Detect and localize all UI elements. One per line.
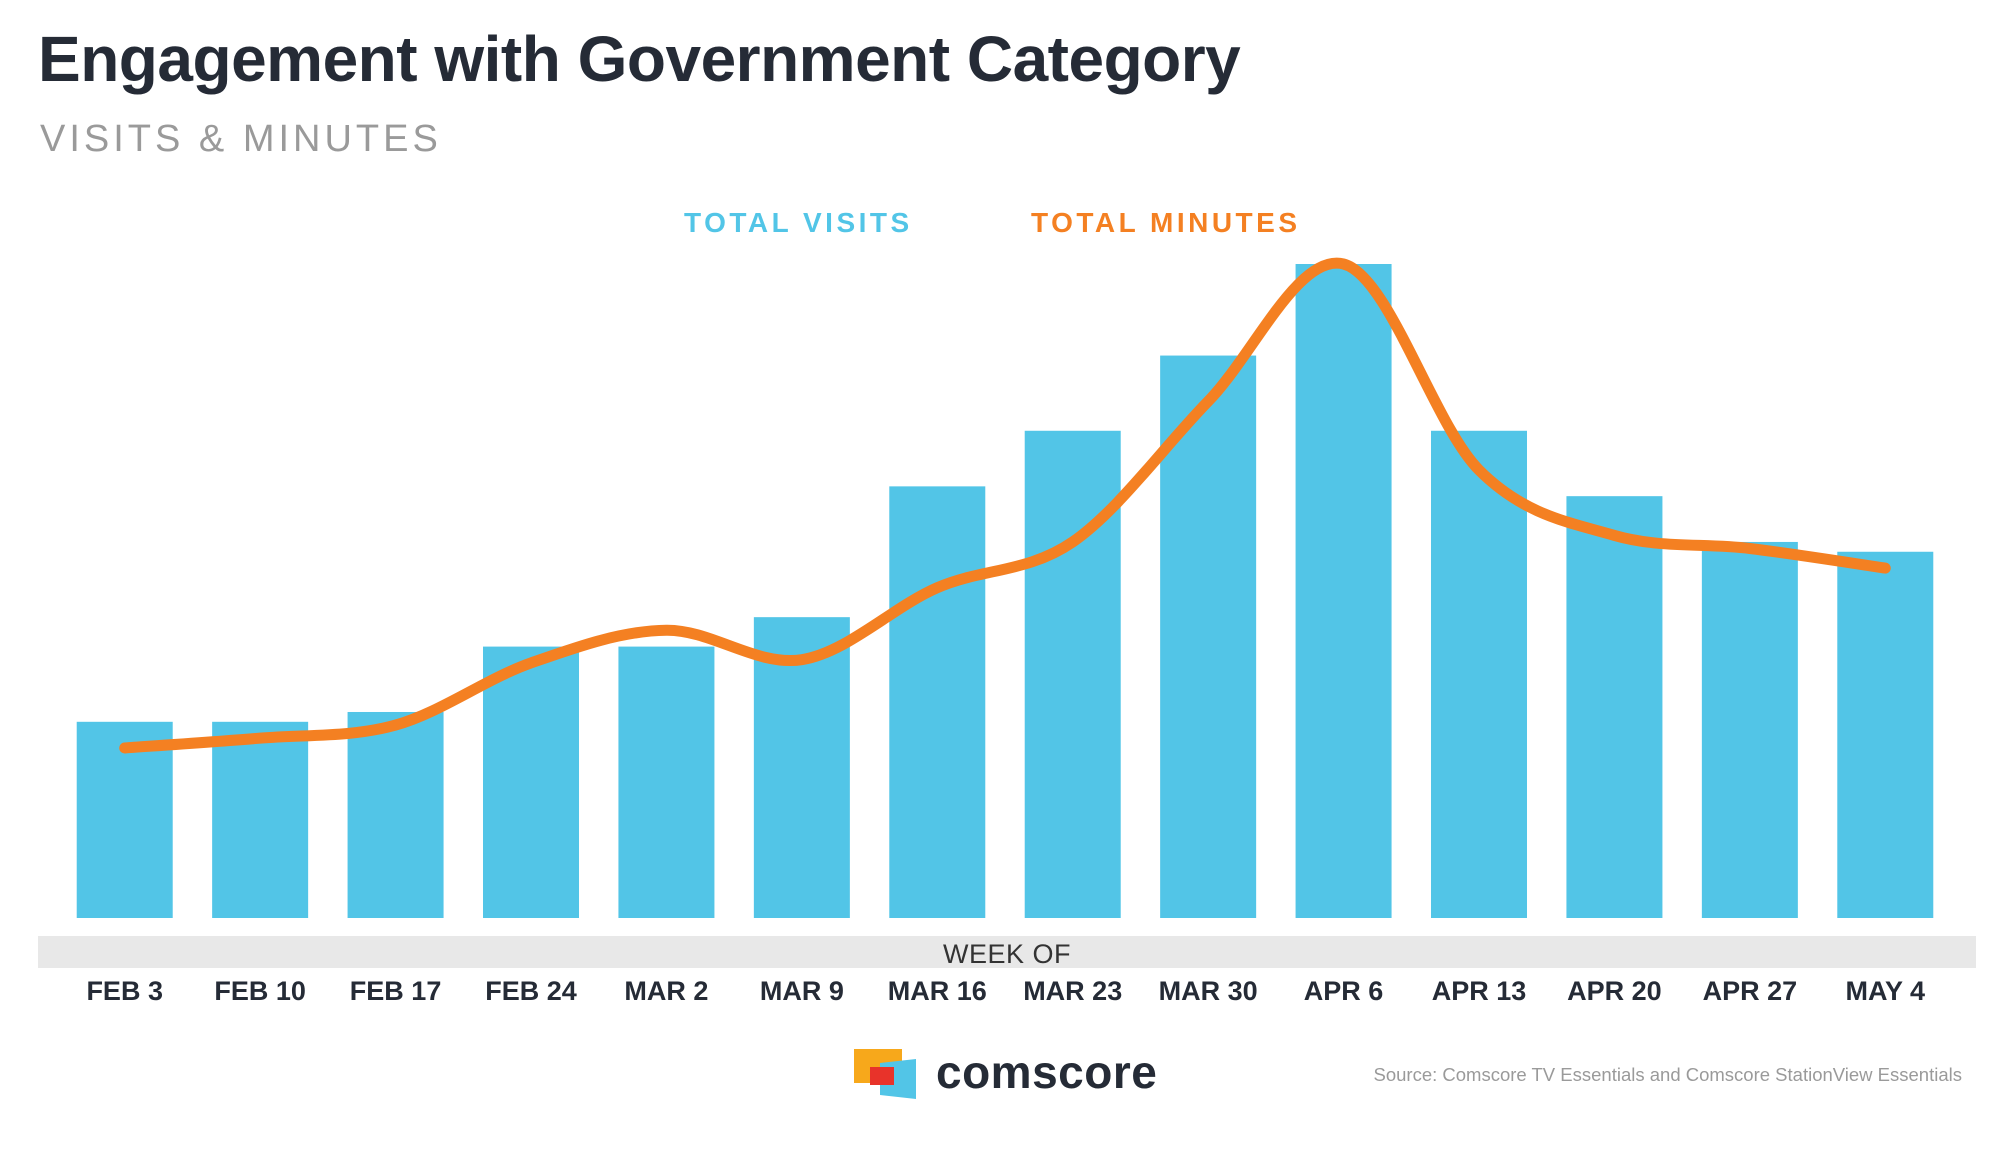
bar-total-visits bbox=[483, 646, 579, 918]
line-total-minutes bbox=[119, 257, 1891, 754]
bar-total-visits bbox=[1160, 355, 1257, 918]
x-tick-label: MAR 30 bbox=[1159, 976, 1258, 1006]
source-note: Source: Comscore TV Essentials and Comsc… bbox=[1373, 1064, 1963, 1085]
comscore-logo-icon bbox=[854, 1049, 916, 1099]
legend-total-minutes: TOTAL MINUTES bbox=[1031, 207, 1301, 238]
x-tick-label: MAR 23 bbox=[1023, 976, 1122, 1006]
bar-total-visits bbox=[347, 711, 444, 918]
bar-total-visits bbox=[76, 721, 173, 918]
x-tick-label: APR 27 bbox=[1703, 976, 1798, 1006]
comscore-logo-text: comscore bbox=[936, 1046, 1158, 1098]
legend-total-visits: TOTAL VISITS bbox=[684, 207, 913, 238]
bar-total-visits bbox=[753, 617, 850, 918]
x-tick-label: MAR 16 bbox=[888, 976, 987, 1006]
bar-total-visits bbox=[1701, 541, 1798, 918]
bar-total-visits bbox=[618, 646, 715, 918]
bar-total-visits bbox=[1837, 551, 1934, 918]
chart-title: Engagement with Government Category bbox=[38, 23, 1241, 95]
x-tick-label: MAR 2 bbox=[624, 976, 708, 1006]
x-axis-band bbox=[38, 936, 1976, 968]
bar-total-visits bbox=[1295, 264, 1392, 918]
chart-subtitle: VISITS & MINUTES bbox=[40, 118, 442, 160]
chart-area: WEEK OF FEB 3 FEB 10 FEB 17 FEB 24 MAR 2 MAR 9… bbox=[38, 257, 1976, 1006]
x-tick-label: APR 13 bbox=[1432, 976, 1527, 1006]
x-tick-label: FEB 3 bbox=[86, 976, 163, 1006]
x-tick-label: FEB 10 bbox=[214, 976, 306, 1006]
bar-total-visits bbox=[212, 721, 309, 918]
bar-total-visits bbox=[1431, 430, 1527, 918]
x-tick-label: FEB 24 bbox=[485, 976, 577, 1006]
comscore-logo: comscore bbox=[850, 1045, 1170, 1105]
bar-total-visits bbox=[1566, 496, 1663, 918]
bar-total-visits bbox=[889, 486, 986, 918]
x-axis-label: WEEK OF bbox=[943, 939, 1071, 969]
x-tick-label: MAY 4 bbox=[1846, 976, 1926, 1006]
bar-total-visits bbox=[1024, 430, 1121, 918]
x-tick-label: APR 20 bbox=[1567, 976, 1662, 1006]
x-tick-label: MAR 9 bbox=[760, 976, 844, 1006]
x-tick-label: FEB 17 bbox=[350, 976, 442, 1006]
x-tick-label: APR 6 bbox=[1304, 976, 1384, 1006]
